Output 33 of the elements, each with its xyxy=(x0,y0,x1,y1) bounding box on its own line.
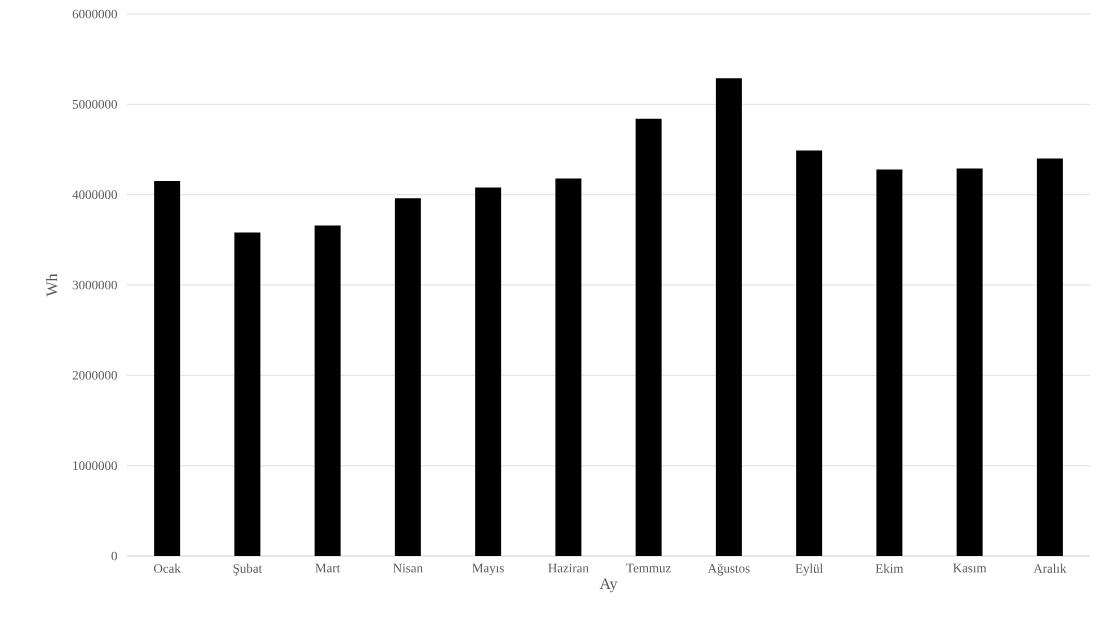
y-tick-label: 6000000 xyxy=(72,9,117,19)
x-tick-label: Ağustos xyxy=(707,563,750,576)
bar xyxy=(635,118,662,556)
x-tick-label: Mayıs xyxy=(472,563,504,576)
x-tick-label: Şubat xyxy=(233,563,263,576)
bar xyxy=(956,168,983,556)
y-tick-label: 0 xyxy=(111,551,117,561)
bar xyxy=(475,187,502,556)
bar xyxy=(154,181,181,556)
bar xyxy=(394,198,421,556)
y-tick-label: 4000000 xyxy=(72,190,117,200)
x-tick-label: Mart xyxy=(315,563,341,573)
x-tick-label: Ocak xyxy=(153,563,181,573)
x-tick-label: Nisan xyxy=(393,563,423,573)
x-tick-label: Aralık xyxy=(1033,563,1067,573)
x-tick-label: Haziran xyxy=(548,563,589,573)
bar xyxy=(796,150,823,556)
x-tick-label: Temmuz xyxy=(626,563,671,573)
bar xyxy=(876,169,903,556)
x-axis-title: Ay xyxy=(599,578,618,593)
bar xyxy=(715,78,742,556)
y-tick-label: 2000000 xyxy=(72,370,117,380)
y-tick-label: 1000000 xyxy=(73,461,117,471)
y-axis-title: Wh xyxy=(46,273,58,297)
bar xyxy=(314,225,341,556)
bar xyxy=(1036,158,1063,556)
x-tick-label: Eylül xyxy=(795,563,823,576)
y-tick-label: 5000000 xyxy=(72,99,117,109)
bar xyxy=(555,178,582,556)
y-tick-label: 3000000 xyxy=(72,280,117,290)
x-tick-label: Kasım xyxy=(953,563,987,573)
bar xyxy=(234,232,261,556)
x-tick-label: Ekim xyxy=(875,563,904,573)
